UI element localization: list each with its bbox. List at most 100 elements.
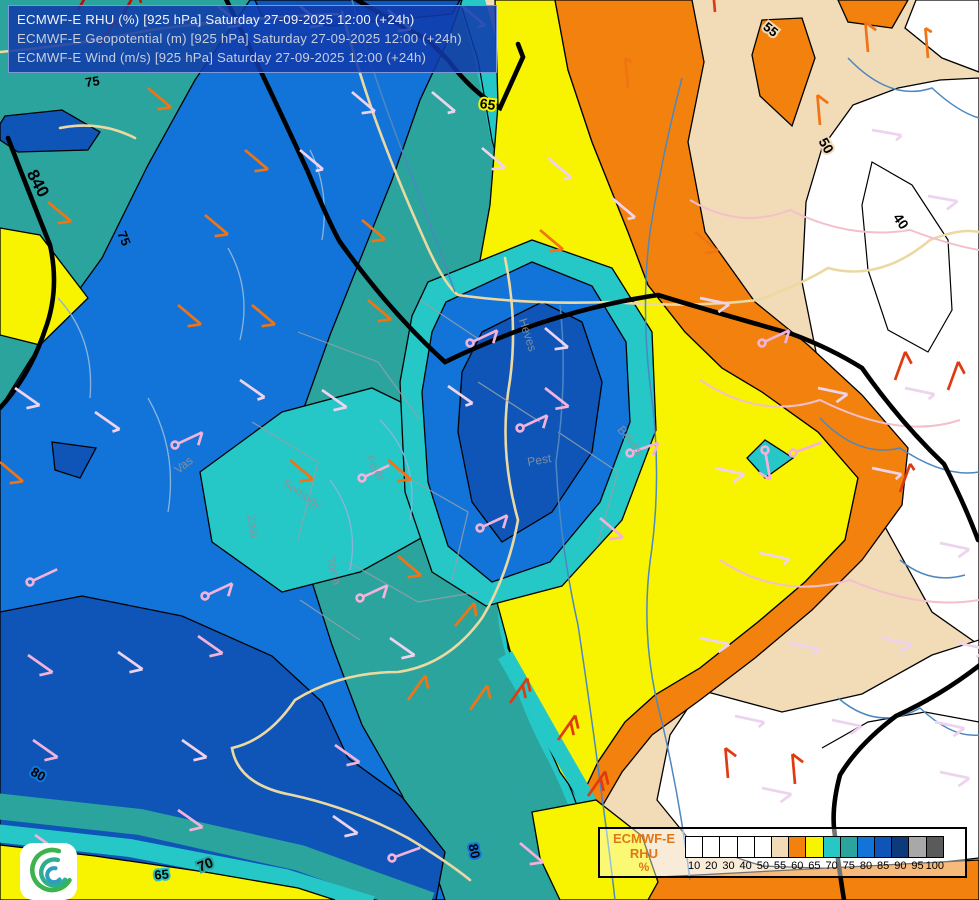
legend-title: ECMWF-E RHU % [604,831,684,875]
wind-barb [788,441,822,458]
wind-barb [758,445,772,481]
model-info-line-geopotential: ECMWF-E Geopotential (m) [925 hPa] Satur… [17,31,462,47]
place-label: Pest [526,451,553,469]
wind-barb [244,148,269,173]
legend-value: 75 [842,860,855,872]
legend-swatch [891,836,910,858]
wind-barb [817,386,849,404]
wind-barb [924,26,933,59]
wind-barb [946,361,966,391]
wind-barb [27,653,54,677]
wind-barb [367,298,392,323]
legend-parameter: RHU [629,845,659,861]
wind-barb [898,463,916,493]
rhu-70-band-sw [0,824,375,900]
wind-barb [389,636,416,660]
wind-barb [539,228,564,253]
legend-value: 90 [894,860,907,872]
legend-swatch [770,836,790,858]
legend-swatch [805,836,824,858]
wind-barb [147,86,172,111]
wind-barb [387,846,421,863]
wind-barb [904,386,936,401]
legend-swatch [908,836,927,858]
wind-barb [871,128,903,142]
wind-barb [289,458,314,483]
wind-barb [893,351,913,381]
contour-label: 50 [816,135,838,157]
wind-barb [831,718,863,736]
legend-value: 95 [911,860,924,872]
legend-value-row: 10 20 30 40 50 55 60 65 70 75 80 85 90 95 100 [686,860,944,872]
legend-value: 100 [925,860,944,872]
wind-barb [734,714,766,729]
contour-label: 75 [115,229,134,248]
legend-value: 10 [687,860,701,872]
wind-barb [117,650,144,674]
contour-label: 70 [195,854,216,875]
legend-value: 60 [791,860,804,872]
wind-barb [94,410,121,433]
wind-barb [699,296,731,314]
wind-barb [939,770,971,788]
wind-barb [508,677,532,704]
contour-label: 75 [84,73,100,90]
wind-barb [624,56,633,89]
model-info-line-rhu: ECMWF-E RHU (%) [925 hPa] Saturday 27-09… [17,12,415,27]
wind-barb [625,441,660,458]
legend-unit: % [638,860,650,875]
rivers [351,0,979,900]
wind-barb [321,388,348,412]
wind-barb [816,94,829,126]
model-info-panel: ECMWF-E RHU (%) [925 hPa] Saturday 27-09… [8,5,497,74]
wind-barb [361,218,386,243]
legend-swatch [736,836,755,858]
rhu-color-scale-legend: ECMWF-E RHU % 10 20 30 40 50 55 60 65 70 75 80 85 90… [598,827,967,878]
contour-label: 75 [84,73,100,90]
wind-barb [197,634,224,658]
wind-barb [200,582,234,601]
wind-barb [957,641,979,659]
wind-barb [177,303,202,328]
wind-barb [406,674,430,701]
spiral-icon [30,847,72,893]
wind-barb [927,194,959,211]
legend-swatch [753,836,772,858]
wind-barb [355,584,389,603]
wind-barb [177,808,204,832]
wind-barb [881,636,913,654]
wind-barb [519,841,544,866]
wind-barb [14,386,41,410]
legend-swatch-row [685,836,944,858]
wind-barb [711,0,717,13]
rhu-65-islet-nw [0,227,89,346]
contour-label: 65 [154,866,170,882]
legend-swatch [702,836,721,858]
contour-label: 65 [479,95,497,113]
wind-barb [556,714,580,741]
wind-barb [447,384,474,407]
wind-barb [468,684,492,711]
model-info-line-wind: ECMWF-E Wind (m/s) [925 hPa] Saturday 27… [17,50,427,66]
wind-barb [699,636,731,654]
wind-barb [586,770,610,797]
wind-barb [334,743,361,767]
legend-swatch [685,836,704,858]
wind-barb [759,551,791,566]
wind-barb [714,466,746,484]
wind-barb [357,464,390,483]
wind-barb [475,514,509,533]
wind-barb [761,786,793,804]
wind-barb [387,458,412,483]
wind-barb [0,460,24,485]
wind-barb [204,213,229,238]
wind-barb [544,326,569,351]
wind-barb [299,148,324,173]
contour-label: 65 [154,866,170,882]
rhu-70-diamond-islet [746,439,795,479]
wind-barb [694,230,719,255]
wind-barb [32,738,59,762]
